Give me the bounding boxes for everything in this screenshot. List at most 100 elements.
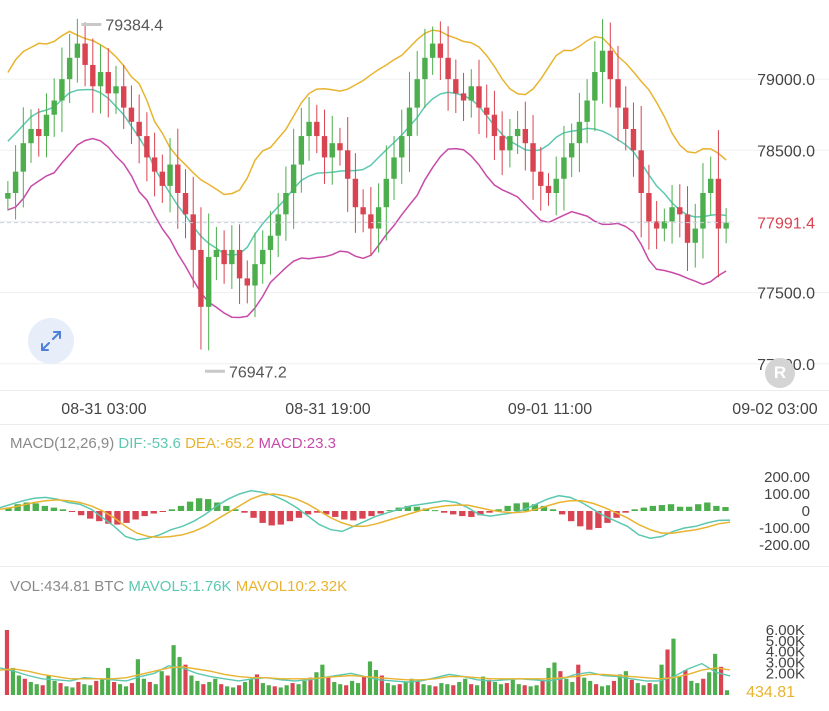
candle-body — [723, 222, 729, 229]
macd-histogram-bar — [105, 511, 112, 524]
candle-body — [715, 178, 722, 229]
volume-bar — [689, 680, 694, 695]
macd-histogram-bar — [214, 502, 221, 511]
volume-bar — [647, 683, 652, 695]
candle-body — [244, 278, 250, 286]
candle-body — [661, 221, 668, 229]
candle-body — [460, 93, 467, 101]
macd-histogram-bar — [495, 509, 502, 511]
candle-body — [499, 136, 505, 151]
volume-bar — [153, 684, 158, 695]
volume-bar — [195, 680, 200, 695]
volume-bar — [284, 685, 289, 695]
volume-bar — [588, 680, 593, 695]
candle-body — [198, 249, 204, 307]
upper-band-line — [7, 29, 727, 196]
candle-body — [453, 79, 459, 94]
volume-bar — [665, 649, 670, 695]
macd-histogram-bar — [558, 511, 566, 515]
expand-chart-button[interactable] — [28, 318, 74, 364]
macd-histogram-bar — [486, 511, 493, 513]
candle-body — [213, 249, 220, 258]
volume-bar — [629, 679, 634, 695]
candle-body — [306, 121, 312, 137]
ma-line — [7, 88, 727, 257]
macd-histogram-bar — [685, 506, 693, 511]
volume-bar — [129, 683, 135, 695]
candle-body — [12, 171, 19, 193]
macd-histogram-bar — [268, 511, 275, 526]
candle-body — [252, 264, 258, 286]
volume-bar — [213, 678, 218, 695]
candle-body — [677, 207, 683, 215]
macd-histogram-bar — [322, 511, 330, 515]
last-price-label: 77991.4 — [757, 216, 815, 233]
macd-histogram-bar — [123, 511, 130, 523]
volume-bar — [64, 686, 69, 695]
candle-body — [290, 164, 297, 193]
macd-histogram-bar — [50, 507, 58, 511]
volume-bar — [677, 676, 682, 695]
macd-histogram-bar — [386, 510, 393, 512]
candle-body — [692, 228, 698, 243]
candle-body — [607, 50, 613, 80]
mavol10-line — [0, 666, 731, 681]
candle-body — [615, 79, 621, 108]
volume-bar — [534, 685, 539, 695]
volume-bar — [558, 671, 563, 695]
volume-bar — [457, 682, 462, 695]
reset-view-button[interactable]: R — [765, 358, 795, 388]
volume-bar — [492, 682, 498, 695]
candle-body — [592, 72, 598, 101]
volume-bar — [409, 678, 414, 695]
candle-body — [298, 136, 305, 165]
macd-histogram-bar — [577, 511, 584, 527]
candle-body — [414, 79, 420, 108]
candle-body — [522, 128, 529, 144]
volume-bar — [510, 679, 515, 695]
volume-bar — [254, 674, 259, 695]
macd-histogram-bar — [649, 505, 657, 511]
volume-bar — [260, 683, 265, 695]
candle-body — [344, 150, 351, 179]
macd-histogram-bar — [595, 511, 602, 528]
candle-body — [491, 114, 498, 137]
macd-histogram-bar — [341, 511, 348, 520]
candle-body — [159, 171, 166, 186]
volume-bar — [635, 683, 640, 695]
volume-bar — [177, 657, 182, 695]
volume-bar — [338, 684, 343, 695]
volume-bar — [445, 684, 450, 695]
macd-legend-title: MACD(12,26,9) — [10, 435, 115, 452]
macd-histogram-bar — [77, 511, 85, 516]
volume-bar — [112, 682, 117, 695]
volume-bar — [355, 683, 361, 695]
volume-bar — [302, 680, 307, 695]
macd-histogram-bar — [431, 510, 439, 512]
macd-histogram-bar — [667, 504, 675, 511]
macd-histogram-bar — [68, 511, 76, 512]
volume-bar — [546, 667, 551, 695]
volume-bar — [427, 685, 432, 695]
candle-body — [383, 178, 390, 208]
volume-axis-label: 4.00K — [766, 644, 805, 661]
dif-line — [0, 489, 731, 541]
volume-bar — [724, 690, 730, 695]
volume-legend: VOL:434.81 BTC MAVOL5:1.76K MAVOL10:2.32… — [10, 578, 347, 595]
volume-bar — [403, 682, 408, 695]
candle-body — [669, 207, 675, 222]
volume-bar — [28, 682, 33, 695]
macd-axis-label: 100.00 — [764, 486, 810, 503]
volume-bar — [570, 682, 575, 695]
volume-bar — [296, 684, 301, 695]
volume-bar — [683, 670, 688, 695]
candle-body — [113, 86, 119, 94]
macd-value-legend: MACD:23.3 — [258, 435, 336, 452]
volume-bar — [76, 682, 81, 695]
volume-bar — [106, 667, 111, 695]
volume-bar — [16, 675, 21, 695]
candle-body — [507, 136, 513, 151]
volume-bar — [290, 683, 295, 695]
candle-body — [321, 136, 328, 158]
